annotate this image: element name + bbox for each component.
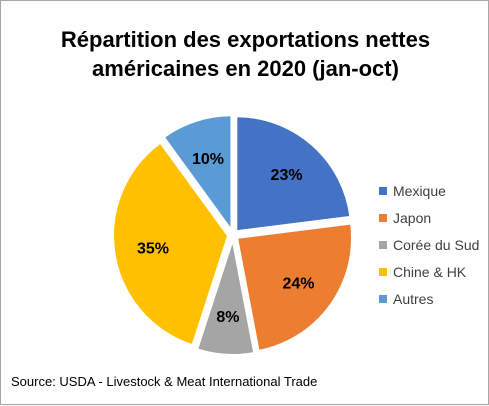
legend-swatch [379, 294, 387, 303]
legend-item: Corée du Sud [379, 231, 479, 258]
legend-swatch [379, 240, 387, 249]
pie-slice-chine-hk [112, 141, 230, 347]
legend-item: Autres [379, 285, 479, 312]
legend-swatch [379, 267, 387, 276]
legend-swatch [379, 186, 387, 195]
legend-label: Chine & HK [393, 263, 467, 280]
data-label: 24% [283, 276, 315, 293]
pie-slice-japon [235, 222, 354, 353]
legend-item: Japon [379, 204, 479, 231]
pie-slice-cor-e-du-sud [195, 239, 256, 356]
legend-label: Mexique [393, 182, 446, 199]
legend: Mexique Japon Corée du Sud Chine & HK Autres [379, 177, 479, 312]
legend-swatch [379, 213, 387, 222]
pie-slice-autres [162, 114, 233, 234]
data-label: 35% [137, 241, 169, 258]
source-note: Source: USDA - Livestock & Meat Internat… [11, 374, 318, 389]
pie-slice-mexique [235, 115, 352, 233]
data-label: 23% [271, 167, 303, 184]
legend-label: Corée du Sud [393, 236, 480, 253]
data-label: 10% [192, 151, 224, 168]
chart-title: Répartition des exportations nettes amér… [60, 27, 431, 81]
legend-label: Autres [393, 290, 434, 307]
legend-item: Mexique [379, 177, 479, 204]
data-label: 8% [216, 309, 239, 326]
legend-item: Chine & HK [379, 258, 479, 285]
legend-label: Japon [393, 209, 432, 226]
